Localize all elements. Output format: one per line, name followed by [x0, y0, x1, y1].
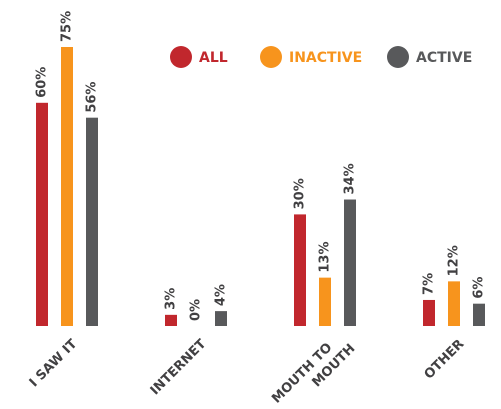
value-label: 56% [85, 82, 100, 113]
x-tick-label: OTHER [422, 337, 468, 383]
x-tick-label: MOUTH TO MOUTH [269, 329, 358, 409]
legend-swatch [260, 46, 282, 68]
x-tick-label: I SAW IT [27, 337, 81, 391]
bar [423, 299, 435, 326]
value-label: 75% [60, 11, 75, 42]
x-tick-label: INTERNET [148, 337, 210, 399]
legend-label: ACTIVE [416, 50, 472, 66]
value-label: 13% [318, 242, 333, 273]
bar [36, 102, 48, 326]
value-label: 34% [343, 163, 358, 194]
legend-swatch [170, 46, 192, 68]
value-label: 6% [472, 277, 487, 299]
value-label: 30% [293, 178, 308, 209]
value-label: 3% [164, 288, 179, 310]
bar [448, 281, 460, 326]
bar [294, 214, 306, 326]
bar [344, 199, 356, 326]
value-label: 4% [214, 284, 229, 306]
legend-label: INACTIVE [289, 50, 362, 66]
bar [86, 117, 98, 327]
bar [165, 314, 177, 326]
legend-swatch [387, 46, 409, 68]
legend-label: ALL [199, 50, 228, 66]
value-label: 7% [422, 273, 437, 295]
bar [319, 277, 331, 326]
bar [215, 311, 227, 326]
value-label: 12% [447, 245, 462, 276]
value-label: 0% [189, 299, 204, 321]
bar [61, 47, 73, 326]
bar [473, 303, 485, 326]
value-label: 60% [35, 67, 50, 98]
